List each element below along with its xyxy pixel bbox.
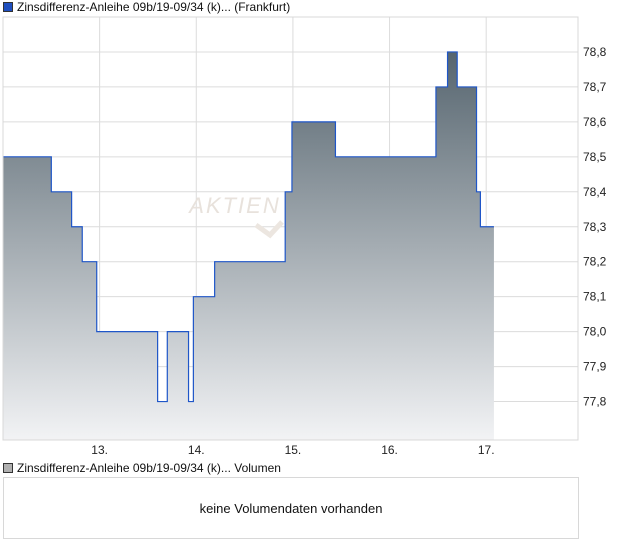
watermark: AKTIEN (187, 193, 280, 218)
y-tick-label: 78,1 (583, 290, 607, 304)
price-line (3, 51, 494, 403)
y-tick-label: 78,5 (583, 150, 607, 164)
y-tick-label: 78,2 (583, 255, 607, 269)
watermark-check-icon (254, 220, 284, 239)
price-legend-swatch (3, 2, 13, 12)
volume-empty-message: keine Volumendaten vorhanden (199, 500, 383, 516)
y-tick-label: 78,7 (583, 80, 607, 94)
y-tick-label: 78,8 (583, 45, 607, 59)
x-tick-label: 14. (188, 443, 205, 457)
y-tick-label: 78,6 (583, 115, 607, 129)
x-tick-label: 13. (91, 443, 108, 457)
y-tick-label: 78,3 (583, 220, 607, 234)
y-tick-label: 78,4 (583, 185, 607, 199)
volume-legend: Zinsdifferenz-Anleihe 09b/19-09/34 (k)..… (3, 461, 281, 475)
y-tick-label: 77,9 (583, 360, 607, 374)
volume-legend-swatch (3, 463, 13, 473)
price-chart: 77,8 77,9 78,0 78,1 78,2 78,3 78,4 78,5 78,6 78,7… (2, 16, 607, 457)
plot-border (2, 16, 579, 441)
price-legend-label: Zinsdifferenz-Anleihe 09b/19-09/34 (k)..… (17, 0, 291, 14)
x-tick-label: 15. (285, 443, 302, 457)
volume-panel: keine Volumendaten vorhanden (3, 477, 579, 539)
y-tick-label: 77,8 (583, 395, 607, 409)
price-area (3, 51, 494, 440)
x-tick-label: 16. (381, 443, 398, 457)
volume-legend-label: Zinsdifferenz-Anleihe 09b/19-09/34 (k)..… (17, 461, 281, 475)
price-legend: Zinsdifferenz-Anleihe 09b/19-09/34 (k)..… (3, 0, 290, 14)
y-tick-label: 78,0 (583, 325, 607, 339)
x-tick-label: 17. (478, 443, 495, 457)
